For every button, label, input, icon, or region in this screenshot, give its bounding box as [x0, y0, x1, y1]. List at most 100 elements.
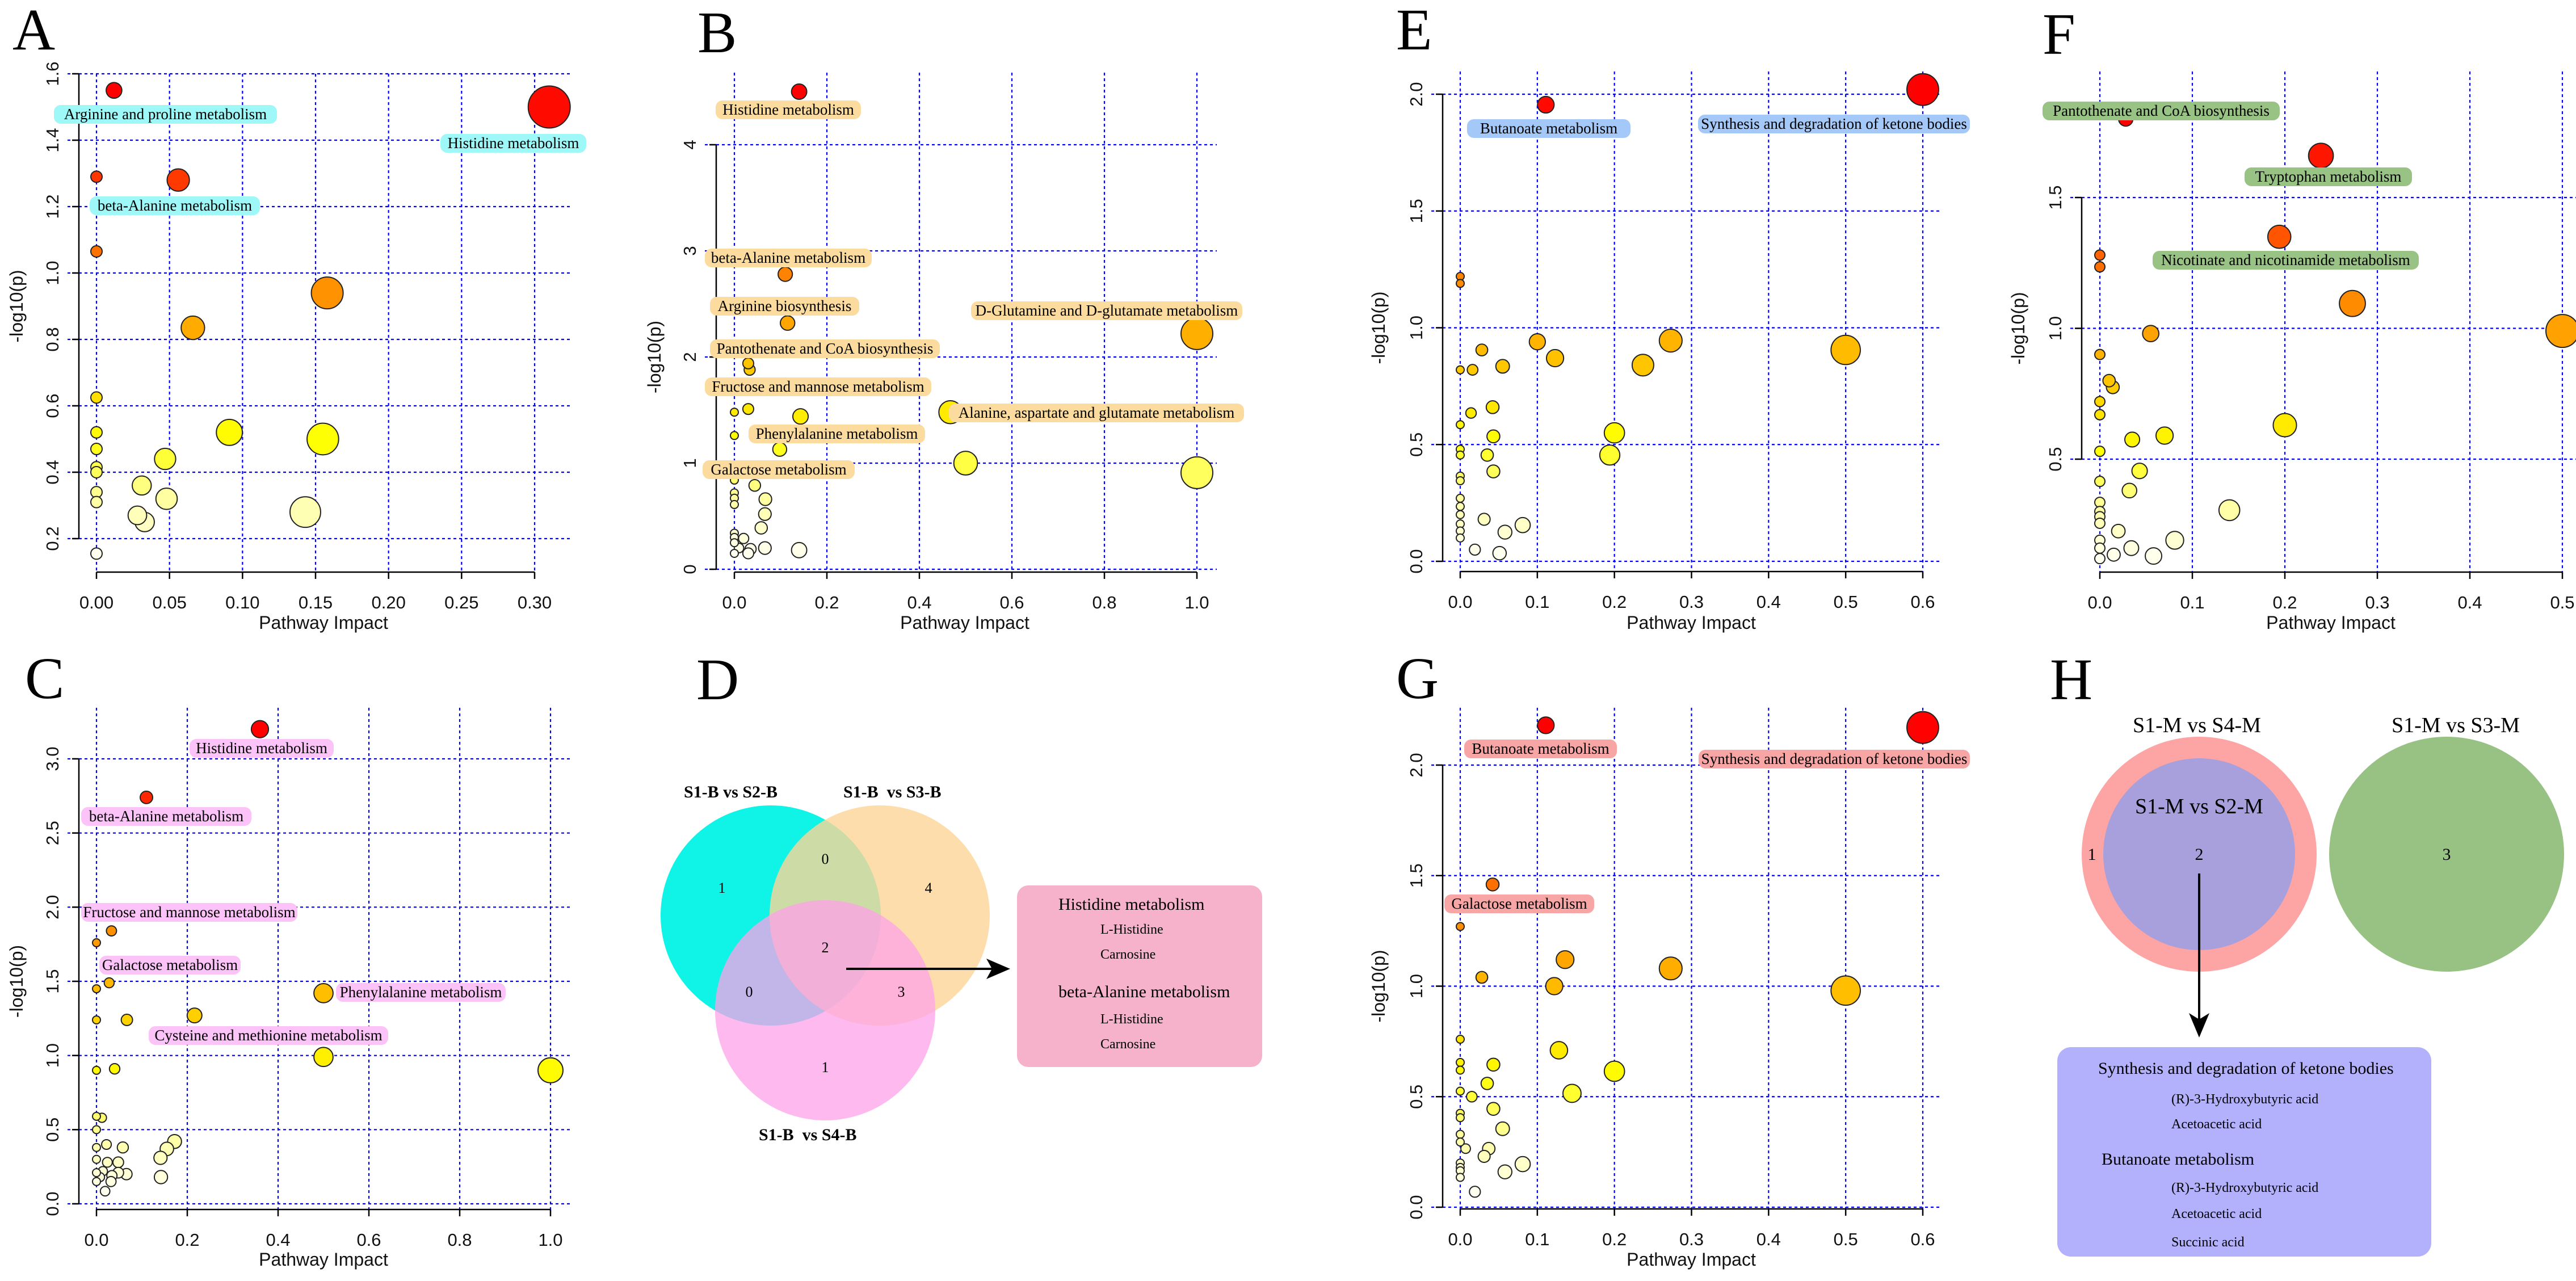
pathway-bubble[interactable] [131, 475, 152, 496]
pathway-bubble[interactable] [1469, 543, 1481, 556]
pathway-bubble[interactable] [2545, 314, 2576, 348]
pathway-bubble[interactable] [250, 720, 270, 738]
pathway-bubble[interactable] [90, 547, 103, 560]
pathway-bubble[interactable] [313, 1047, 334, 1068]
pathway-bubble[interactable] [1556, 950, 1575, 969]
pathway-bubble[interactable] [92, 1125, 101, 1135]
pathway-bubble[interactable] [1469, 1186, 1481, 1198]
pathway-bubble[interactable] [127, 505, 148, 526]
pathway-bubble[interactable] [2165, 531, 2184, 550]
pathway-bubble[interactable] [1456, 1034, 1465, 1044]
pathway-bubble[interactable] [1830, 334, 1861, 366]
pathway-bubble[interactable] [2102, 373, 2116, 388]
pathway-bubble[interactable] [2123, 540, 2140, 556]
pathway-bubble[interactable] [2272, 413, 2297, 438]
pathway-bubble[interactable] [1906, 73, 1939, 106]
pathway-bubble[interactable] [1456, 1057, 1465, 1067]
pathway-bubble[interactable] [310, 276, 344, 310]
pathway-bubble[interactable] [2308, 142, 2334, 169]
pathway-bubble[interactable] [1537, 716, 1555, 734]
pathway-bubble[interactable] [2094, 261, 2106, 273]
pathway-bubble[interactable] [1456, 1173, 1465, 1182]
pathway-bubble[interactable] [1486, 429, 1501, 444]
pathway-bubble[interactable] [289, 496, 321, 528]
pathway-bubble[interactable] [1495, 359, 1510, 374]
pathway-bubble[interactable] [116, 1141, 129, 1154]
pathway-bubble[interactable] [1466, 364, 1479, 376]
pathway-bubble[interactable] [2155, 426, 2174, 445]
pathway-bubble[interactable] [1599, 444, 1621, 466]
pathway-bubble[interactable] [1492, 545, 1507, 561]
pathway-bubble[interactable] [186, 1007, 203, 1024]
pathway-bubble[interactable] [1528, 333, 1547, 351]
pathway-bubble[interactable] [791, 541, 808, 558]
pathway-bubble[interactable] [2107, 547, 2121, 562]
pathway-bubble[interactable] [1486, 464, 1501, 478]
pathway-bubble[interactable] [154, 447, 177, 471]
pathway-bubble[interactable] [2267, 224, 2292, 249]
pathway-bubble[interactable] [2094, 348, 2106, 360]
pathway-bubble[interactable] [2094, 396, 2106, 408]
pathway-bubble[interactable] [153, 1150, 168, 1165]
pathway-bubble[interactable] [730, 548, 739, 558]
pathway-bubble[interactable] [90, 495, 103, 509]
pathway-bubble[interactable] [1456, 1086, 1465, 1096]
pathway-bubble[interactable] [730, 431, 739, 440]
pathway-bubble[interactable] [1545, 977, 1564, 996]
pathway-bubble[interactable] [1495, 1121, 1510, 1136]
pathway-bubble[interactable] [1456, 279, 1465, 288]
pathway-bubble[interactable] [153, 1170, 169, 1185]
pathway-bubble[interactable] [1180, 456, 1213, 489]
pathway-bubble[interactable] [1477, 513, 1491, 526]
pathway-bubble[interactable] [754, 521, 768, 535]
pathway-bubble[interactable] [1497, 524, 1512, 540]
pathway-bubble[interactable] [758, 492, 772, 506]
pathway-bubble[interactable] [106, 82, 123, 99]
pathway-bubble[interactable] [112, 1156, 124, 1169]
pathway-bubble[interactable] [1603, 422, 1625, 444]
pathway-bubble[interactable] [730, 538, 739, 548]
pathway-bubble[interactable] [1456, 1137, 1465, 1147]
pathway-bubble[interactable] [92, 1015, 101, 1024]
pathway-bubble[interactable] [2094, 409, 2106, 421]
pathway-bubble[interactable] [1562, 1083, 1582, 1103]
pathway-bubble[interactable] [758, 507, 772, 521]
pathway-bubble[interactable] [1545, 348, 1565, 368]
pathway-bubble[interactable] [99, 1186, 111, 1197]
pathway-bubble[interactable] [2111, 523, 2126, 539]
pathway-bubble[interactable] [2094, 446, 2106, 457]
pathway-bubble[interactable] [778, 266, 793, 282]
pathway-bubble[interactable] [1456, 502, 1465, 511]
pathway-bubble[interactable] [1456, 420, 1465, 430]
pathway-bubble[interactable] [1456, 1129, 1465, 1139]
pathway-bubble[interactable] [166, 168, 190, 192]
pathway-bubble[interactable] [2131, 463, 2148, 480]
pathway-bubble[interactable] [1460, 1143, 1471, 1154]
pathway-bubble[interactable] [1477, 1149, 1491, 1163]
pathway-bubble[interactable] [101, 1139, 112, 1150]
pathway-bubble[interactable] [90, 245, 103, 258]
pathway-bubble[interactable] [1475, 343, 1489, 356]
pathway-bubble[interactable] [2094, 553, 2106, 565]
pathway-bubble[interactable] [1497, 1164, 1512, 1179]
pathway-bubble[interactable] [105, 1175, 117, 1187]
pathway-bubble[interactable] [1485, 877, 1500, 892]
pathway-bubble[interactable] [2142, 325, 2159, 343]
pathway-bubble[interactable] [1475, 971, 1489, 984]
pathway-bubble[interactable] [90, 391, 103, 404]
pathway-bubble[interactable] [953, 451, 978, 476]
pathway-bubble[interactable] [1485, 400, 1500, 414]
pathway-bubble[interactable] [1514, 1156, 1531, 1173]
pathway-bubble[interactable] [92, 1154, 101, 1164]
pathway-bubble[interactable] [2339, 289, 2366, 317]
pathway-bubble[interactable] [1480, 448, 1494, 462]
pathway-bubble[interactable] [1830, 975, 1861, 1006]
pathway-bubble[interactable] [1456, 365, 1465, 375]
pathway-bubble[interactable] [92, 938, 101, 948]
pathway-bubble[interactable] [1456, 510, 1465, 519]
pathway-bubble[interactable] [2094, 476, 2106, 488]
pathway-bubble[interactable] [140, 790, 153, 804]
pathway-bubble[interactable] [92, 1065, 101, 1075]
pathway-bubble[interactable] [742, 547, 755, 560]
pathway-bubble[interactable] [306, 422, 339, 456]
